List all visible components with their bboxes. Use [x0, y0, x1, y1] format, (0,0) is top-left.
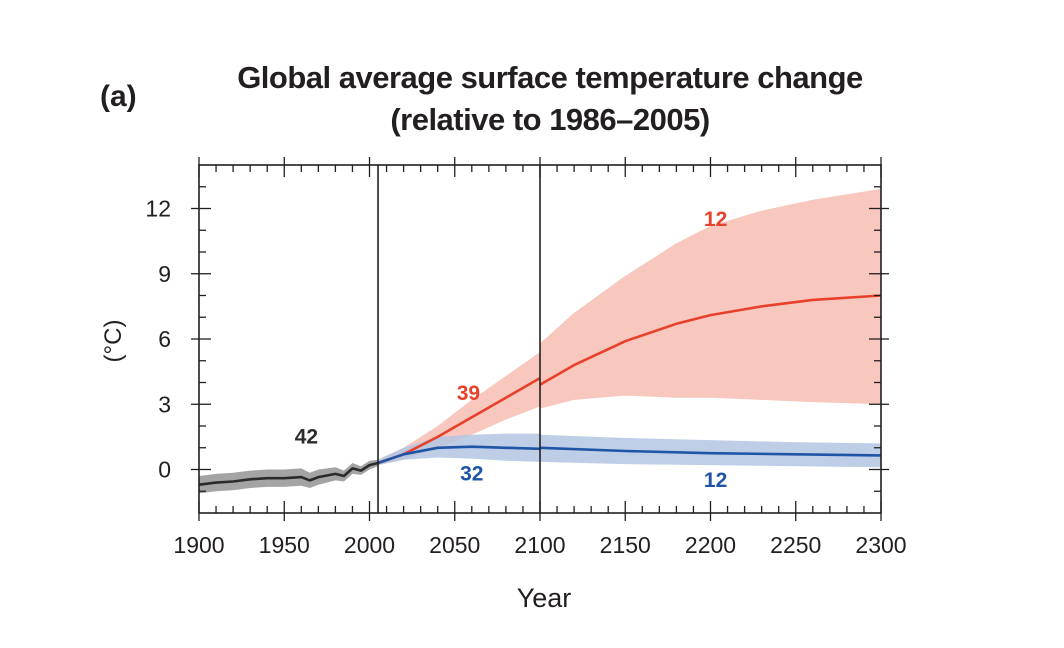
annotation-label: 12 [704, 469, 727, 492]
chart-title-line1: Global average surface temperature chang… [237, 60, 863, 95]
annotation-label: 32 [460, 462, 483, 485]
x-axis-label: Year [517, 583, 572, 613]
historical-band-0 [199, 459, 378, 494]
period-dividers [377, 165, 541, 513]
x-tick-label: 2100 [514, 532, 565, 558]
rcp85-band-1 [540, 188, 881, 409]
chart-annotations: 42 39 32 12 12 [295, 208, 728, 492]
y-tick-label: 3 [158, 391, 171, 417]
rcp26-band-0 [378, 433, 540, 466]
annotation-label: 39 [457, 382, 480, 405]
panel-label: (a) [100, 80, 137, 113]
series-lines [198, 294, 882, 486]
historical-line-0 [198, 461, 379, 486]
annotation-label: 12 [704, 208, 727, 231]
y-axis-label: (°C) [100, 320, 127, 363]
y-tick-label: 9 [158, 261, 171, 287]
x-tick-label: 2300 [855, 532, 906, 558]
uncertainty-bands [199, 188, 881, 494]
chart-title-line2: (relative to 1986–2005) [390, 102, 710, 137]
x-tick-label: 1950 [259, 532, 310, 558]
x-tick-label: 2050 [429, 532, 480, 558]
y-tick-label: 0 [158, 457, 171, 483]
x-tick-label: 2150 [600, 532, 651, 558]
x-tick-label: 2200 [685, 532, 736, 558]
y-tick-label: 12 [145, 196, 171, 222]
annotation-label: 42 [295, 425, 318, 448]
y-tick-label: 6 [158, 326, 171, 352]
x-tick-label: 2000 [344, 532, 395, 558]
rcp85-line-1 [539, 294, 882, 386]
x-tick-label: 1900 [173, 532, 224, 558]
rcp26-line-0 [377, 445, 541, 465]
x-tick-label: 2250 [770, 532, 821, 558]
rcp26-band-1 [540, 434, 881, 468]
rcp26-line-1 [539, 446, 882, 457]
chart-axes: 1900 1950 2000 2050 2100 2150 2200 2250 2300 0 3 6 9… [100, 157, 907, 613]
